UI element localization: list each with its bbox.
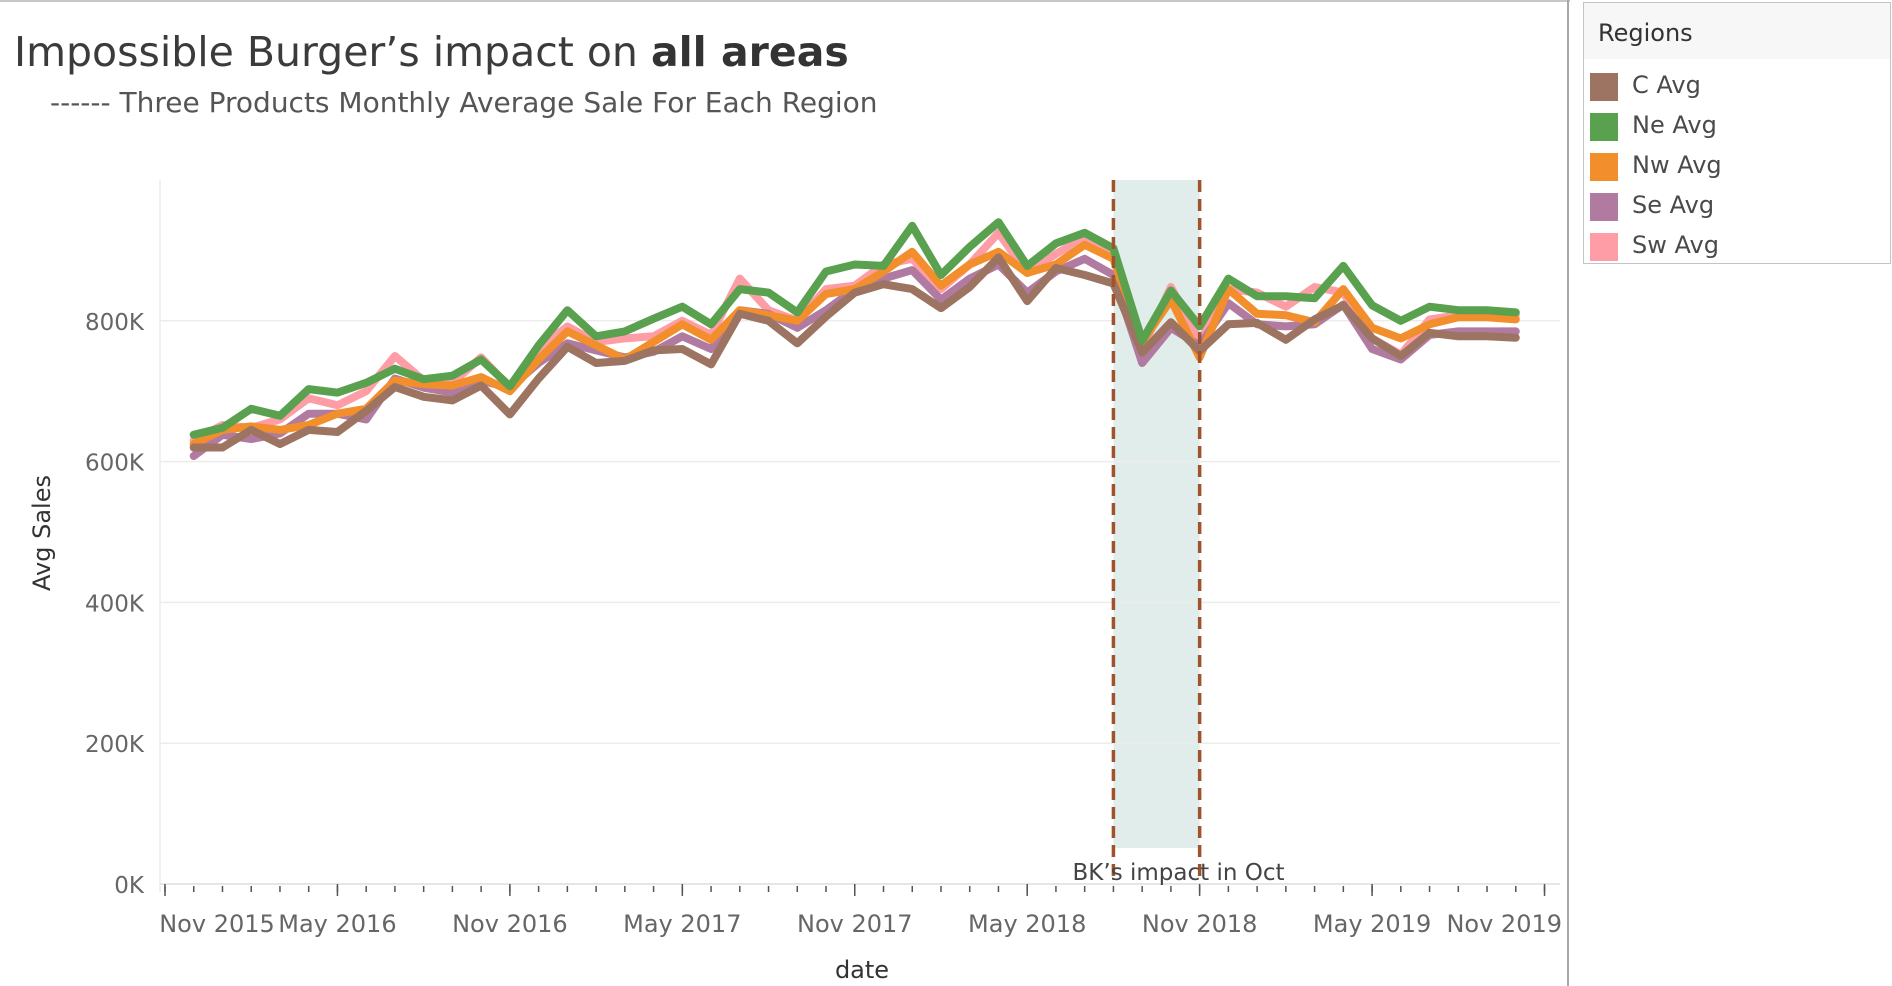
x-tick-label: May 2016: [278, 910, 396, 938]
x-axis-title: date: [835, 956, 889, 984]
line-chart: 0K 200K 400K 600K 800K Nov 2015 May 2016 Nov 20…: [28, 180, 1562, 984]
legend-swatch: [1590, 153, 1618, 181]
y-tick-label: 0K: [114, 873, 145, 899]
legend-item-sw-avg[interactable]: Sw Avg: [1590, 229, 1880, 265]
y-tick-label: 200K: [85, 732, 145, 758]
legend-label: Nw Avg: [1632, 151, 1722, 179]
y-tick-label: 400K: [85, 591, 145, 617]
impact-label: BK’s impact in Oct: [1073, 860, 1285, 886]
x-tick-label: Nov 2016: [452, 910, 568, 938]
y-tick-label: 600K: [85, 451, 145, 477]
legend-item-ne-avg[interactable]: Ne Avg: [1590, 109, 1880, 145]
y-tick-label: 800K: [85, 310, 145, 336]
x-tick-label: Nov 2017: [797, 910, 913, 938]
panel-divider: [1567, 0, 1569, 986]
legend-label: Se Avg: [1632, 191, 1715, 219]
legend-swatch: [1590, 113, 1618, 141]
legend-label: Ne Avg: [1632, 111, 1717, 139]
legend-item-se-avg[interactable]: Se Avg: [1590, 189, 1880, 225]
y-axis-title: Avg Sales: [28, 475, 56, 591]
legend-label: C Avg: [1632, 71, 1701, 99]
chart-title-bold: all areas: [650, 28, 849, 76]
series-line-ne-avg: [189, 218, 1520, 439]
chart-title: Impossible Burger’s impact on all areas: [14, 28, 849, 76]
series-line-c-avg: [189, 253, 1520, 452]
x-tick-label: May 2019: [1313, 910, 1431, 938]
legend: Regions C Avg Ne Avg Nw Avg Se Avg Sw Av…: [1583, 2, 1891, 264]
top-border: [0, 0, 1570, 2]
legend-item-nw-avg[interactable]: Nw Avg: [1590, 149, 1880, 185]
x-tick-label: Nov 2015: [159, 910, 275, 938]
legend-item-c-avg[interactable]: C Avg: [1590, 69, 1880, 105]
series-line-nw-avg: [189, 240, 1520, 448]
legend-label: Sw Avg: [1632, 231, 1719, 259]
x-tick-label: Nov 2018: [1142, 910, 1258, 938]
legend-title: Regions: [1584, 3, 1890, 59]
legend-swatch: [1590, 233, 1618, 261]
chart-subtitle: ------ Three Products Monthly Average Sa…: [50, 86, 878, 119]
x-tick-label: May 2018: [968, 910, 1086, 938]
x-tick-label: May 2017: [623, 910, 741, 938]
chart-title-prefix: Impossible Burger’s impact on: [14, 28, 651, 76]
legend-swatch: [1590, 73, 1618, 101]
x-tick-label: Nov 2019: [1446, 910, 1562, 938]
legend-swatch: [1590, 193, 1618, 221]
